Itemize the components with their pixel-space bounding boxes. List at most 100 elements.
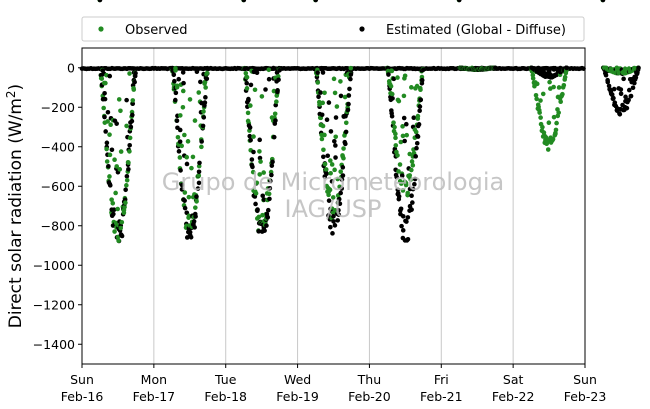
estimated-point: [347, 86, 352, 92]
x-tick-weekday: Sun: [573, 372, 597, 387]
estimated-point: [126, 166, 131, 172]
observed-point: [244, 74, 250, 80]
estimated-point: [409, 193, 414, 199]
observed-point: [127, 71, 132, 76]
observed-point: [173, 68, 178, 73]
observed-point: [126, 160, 131, 165]
observed-point: [556, 110, 561, 115]
estimated-point: [256, 229, 261, 234]
observed-point: [186, 194, 192, 200]
estimated-point: [386, 72, 391, 77]
observed-point: [204, 70, 210, 76]
estimated-point: [128, 124, 134, 130]
estimated-point: [244, 80, 250, 86]
observed-point: [553, 127, 559, 133]
estimated-point: [340, 173, 346, 178]
observed-point: [554, 120, 559, 126]
estimated-point: [402, 138, 407, 144]
observed-point: [328, 170, 333, 176]
observed-point: [189, 165, 194, 171]
observed-point: [257, 172, 263, 177]
estimated-point: [456, 0, 462, 3]
observed-point: [113, 190, 118, 196]
observed-point: [116, 238, 121, 244]
estimated-point: [114, 121, 119, 126]
estimated-point: [276, 77, 281, 83]
observed-point: [393, 143, 399, 148]
estimated-point: [188, 235, 194, 240]
estimated-point: [273, 118, 278, 123]
x-tick-weekday: Sun: [70, 372, 94, 387]
estimated-point: [346, 93, 352, 98]
estimated-point: [320, 70, 326, 75]
estimated-point: [411, 115, 417, 121]
legend-frame: [81, 16, 585, 42]
estimated-point: [249, 157, 255, 162]
observed-point: [107, 132, 112, 137]
legend-estimated-label: Estimated (Global - Diffuse): [386, 23, 566, 38]
observed-point: [407, 151, 413, 157]
estimated-point: [263, 87, 268, 92]
estimated-point: [267, 196, 272, 202]
observed-point: [107, 174, 112, 179]
observed-point: [117, 167, 123, 172]
x-tick-weekday: Tue: [214, 372, 237, 387]
estimated-point: [107, 183, 113, 188]
estimated-point: [603, 72, 609, 78]
observed-point: [118, 149, 124, 154]
estimated-point: [173, 90, 179, 96]
estimated-point: [102, 90, 107, 96]
observed-point: [118, 108, 123, 114]
estimated-point: [265, 215, 271, 220]
estimated-point: [204, 76, 210, 81]
observed-point: [174, 83, 180, 89]
observed-point: [104, 146, 109, 152]
y-tick-label: −800: [41, 218, 75, 233]
y-tick-label: −1000: [33, 258, 75, 273]
observed-point: [546, 120, 552, 126]
estimated-point: [200, 123, 206, 129]
estimated-point: [179, 182, 185, 188]
observed-point: [391, 120, 396, 125]
estimated-point: [184, 161, 190, 167]
estimated-point: [242, 66, 248, 71]
observed-point: [122, 204, 127, 210]
observed-point: [108, 122, 113, 127]
observed-point: [331, 76, 337, 82]
observed-point: [187, 97, 193, 102]
x-tick-date: Feb-17: [133, 389, 176, 404]
observed-point: [190, 154, 196, 160]
estimated-point: [329, 179, 335, 184]
estimated-point: [111, 207, 117, 212]
estimated-point: [400, 214, 406, 219]
estimated-point: [331, 219, 336, 224]
legend-observed-marker: [98, 26, 104, 32]
y-axis-ticks: 0 −200 −400 −600 −800 −1000 −1200 −1400: [33, 60, 82, 352]
estimated-point: [198, 79, 203, 85]
estimated-point: [414, 145, 419, 151]
estimated-point: [412, 66, 418, 72]
observed-point: [320, 100, 326, 106]
estimated-point: [396, 194, 402, 199]
observed-point: [333, 134, 339, 140]
estimated-point: [399, 223, 404, 229]
estimated-point: [611, 95, 616, 101]
estimated-point: [124, 97, 129, 103]
observed-point: [319, 136, 325, 142]
estimated-point: [389, 113, 395, 119]
observed-point: [107, 152, 113, 158]
observed-point: [114, 164, 120, 169]
observed-point: [244, 86, 250, 91]
observed-point: [405, 190, 411, 196]
estimated-point: [624, 105, 630, 111]
estimated-point: [123, 187, 128, 193]
estimated-point: [132, 79, 137, 85]
x-tick-date: Feb-21: [420, 389, 463, 404]
observed-point: [101, 105, 106, 111]
observed-point: [274, 99, 279, 105]
estimated-point: [621, 76, 626, 82]
observed-point: [334, 104, 340, 109]
estimated-point: [338, 190, 343, 196]
observed-point: [541, 130, 547, 135]
